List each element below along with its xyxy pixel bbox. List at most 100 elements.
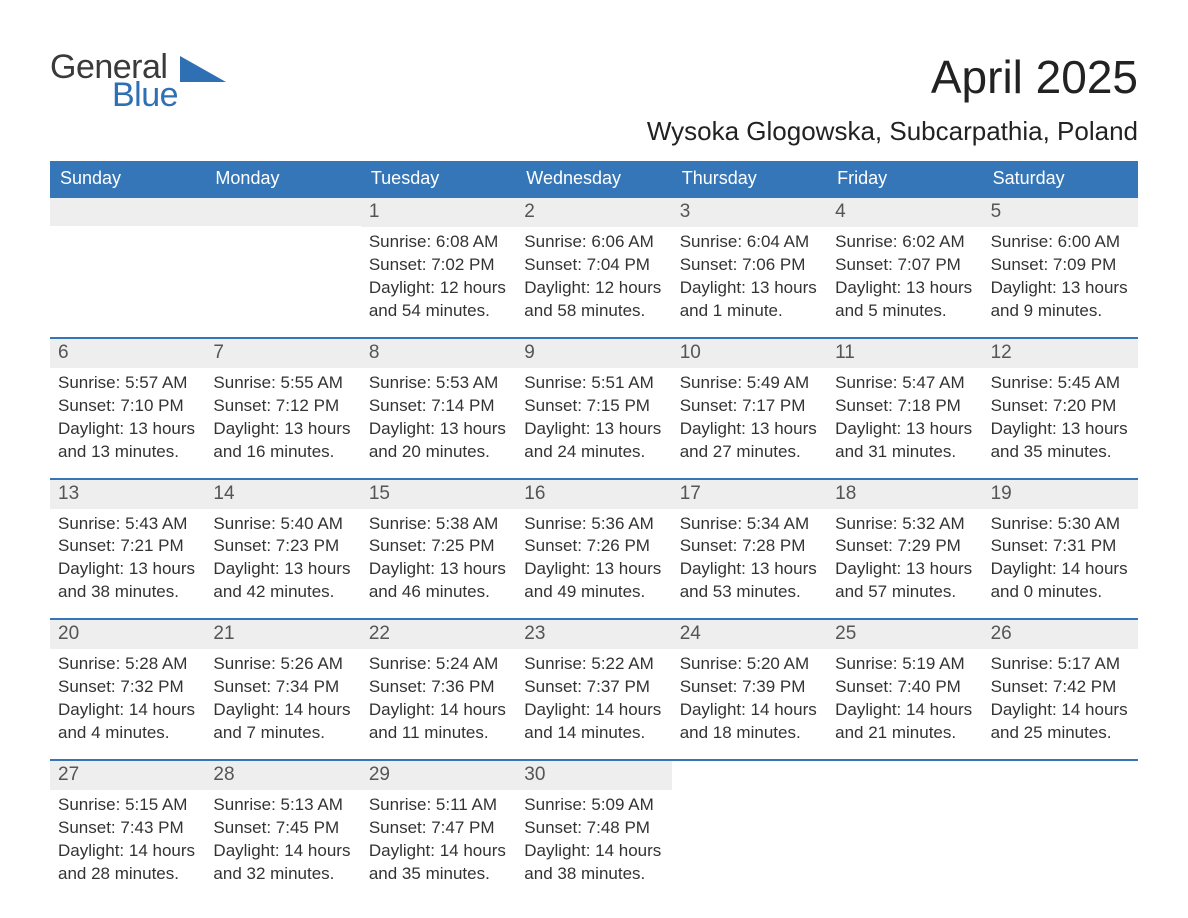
- day-info: Sunrise: 5:47 AMSunset: 7:18 PMDaylight:…: [827, 368, 982, 464]
- day-info: Sunrise: 6:08 AMSunset: 7:02 PMDaylight:…: [361, 227, 516, 323]
- day-number: 13: [50, 480, 205, 509]
- day-info-line: Sunrise: 6:06 AM: [524, 231, 663, 254]
- day-number: 12: [983, 339, 1138, 368]
- day-info: Sunrise: 5:36 AMSunset: 7:26 PMDaylight:…: [516, 509, 671, 605]
- day-info: Sunrise: 5:45 AMSunset: 7:20 PMDaylight:…: [983, 368, 1138, 464]
- day-info-line: Sunrise: 5:28 AM: [58, 653, 197, 676]
- calendar-cell: 11Sunrise: 5:47 AMSunset: 7:18 PMDayligh…: [827, 337, 982, 478]
- day-info-line: and 16 minutes.: [213, 441, 352, 464]
- day-info-line: Sunrise: 5:47 AM: [835, 372, 974, 395]
- calendar-cell: 13Sunrise: 5:43 AMSunset: 7:21 PMDayligh…: [50, 478, 205, 619]
- day-info-line: Sunset: 7:23 PM: [213, 535, 352, 558]
- day-info-line: Daylight: 14 hours: [524, 699, 663, 722]
- day-info-line: and 32 minutes.: [213, 863, 352, 886]
- day-info: Sunrise: 5:34 AMSunset: 7:28 PMDaylight:…: [672, 509, 827, 605]
- day-info-line: Daylight: 14 hours: [58, 840, 197, 863]
- day-header: Tuesday: [361, 161, 516, 196]
- calendar-cell: 17Sunrise: 5:34 AMSunset: 7:28 PMDayligh…: [672, 478, 827, 619]
- day-number: 29: [361, 761, 516, 790]
- day-info-line: and 57 minutes.: [835, 581, 974, 604]
- day-info-line: Sunrise: 5:11 AM: [369, 794, 508, 817]
- day-info-line: and 46 minutes.: [369, 581, 508, 604]
- day-info-line: Sunset: 7:26 PM: [524, 535, 663, 558]
- calendar-cell: 27Sunrise: 5:15 AMSunset: 7:43 PMDayligh…: [50, 759, 205, 900]
- day-info-line: Sunset: 7:20 PM: [991, 395, 1130, 418]
- day-info-line: Daylight: 14 hours: [991, 558, 1130, 581]
- day-number: 23: [516, 620, 671, 649]
- calendar-cell: 19Sunrise: 5:30 AMSunset: 7:31 PMDayligh…: [983, 478, 1138, 619]
- day-info-line: Sunrise: 5:32 AM: [835, 513, 974, 536]
- calendar-cell: 25Sunrise: 5:19 AMSunset: 7:40 PMDayligh…: [827, 618, 982, 759]
- calendar-cell: 24Sunrise: 5:20 AMSunset: 7:39 PMDayligh…: [672, 618, 827, 759]
- day-info: Sunrise: 5:53 AMSunset: 7:14 PMDaylight:…: [361, 368, 516, 464]
- day-info-line: Daylight: 14 hours: [213, 840, 352, 863]
- day-number: 25: [827, 620, 982, 649]
- day-number: 24: [672, 620, 827, 649]
- calendar-grid: SundayMondayTuesdayWednesdayThursdayFrid…: [50, 161, 1138, 900]
- day-info-line: and 53 minutes.: [680, 581, 819, 604]
- day-info: Sunrise: 5:38 AMSunset: 7:25 PMDaylight:…: [361, 509, 516, 605]
- day-number: 26: [983, 620, 1138, 649]
- day-info-line: Daylight: 14 hours: [524, 840, 663, 863]
- day-info-line: and 25 minutes.: [991, 722, 1130, 745]
- day-info: Sunrise: 5:20 AMSunset: 7:39 PMDaylight:…: [672, 649, 827, 745]
- day-info-line: Sunrise: 6:04 AM: [680, 231, 819, 254]
- day-header: Friday: [827, 161, 982, 196]
- day-number: [50, 198, 205, 226]
- day-info-line: and 35 minutes.: [369, 863, 508, 886]
- logo-word-blue: Blue: [112, 78, 178, 112]
- day-number: 10: [672, 339, 827, 368]
- day-info-line: and 49 minutes.: [524, 581, 663, 604]
- day-number: 27: [50, 761, 205, 790]
- day-info: Sunrise: 5:19 AMSunset: 7:40 PMDaylight:…: [827, 649, 982, 745]
- calendar-cell: 15Sunrise: 5:38 AMSunset: 7:25 PMDayligh…: [361, 478, 516, 619]
- calendar-cell: 4Sunrise: 6:02 AMSunset: 7:07 PMDaylight…: [827, 196, 982, 337]
- day-info-line: Sunset: 7:15 PM: [524, 395, 663, 418]
- day-info: Sunrise: 5:40 AMSunset: 7:23 PMDaylight:…: [205, 509, 360, 605]
- day-info-line: and 14 minutes.: [524, 722, 663, 745]
- day-info-line: Sunset: 7:09 PM: [991, 254, 1130, 277]
- day-number: [983, 761, 1138, 789]
- day-info-line: Sunrise: 5:17 AM: [991, 653, 1130, 676]
- day-info-line: Sunrise: 5:45 AM: [991, 372, 1130, 395]
- day-info-line: Daylight: 13 hours: [680, 418, 819, 441]
- day-number: [827, 761, 982, 789]
- day-info-line: Sunrise: 6:00 AM: [991, 231, 1130, 254]
- day-info-line: Sunrise: 6:08 AM: [369, 231, 508, 254]
- day-info-line: Sunset: 7:17 PM: [680, 395, 819, 418]
- header: General Blue April 2025: [50, 50, 1138, 112]
- day-info-line: Sunset: 7:45 PM: [213, 817, 352, 840]
- day-info-line: and 4 minutes.: [58, 722, 197, 745]
- location-label: Wysoka Glogowska, Subcarpathia, Poland: [50, 116, 1138, 147]
- day-info-line: and 42 minutes.: [213, 581, 352, 604]
- day-info-line: Sunrise: 5:51 AM: [524, 372, 663, 395]
- calendar-cell: 29Sunrise: 5:11 AMSunset: 7:47 PMDayligh…: [361, 759, 516, 900]
- calendar-cell: 20Sunrise: 5:28 AMSunset: 7:32 PMDayligh…: [50, 618, 205, 759]
- day-info-line: Sunrise: 5:30 AM: [991, 513, 1130, 536]
- day-info-line: Sunset: 7:07 PM: [835, 254, 974, 277]
- day-info-line: Sunset: 7:36 PM: [369, 676, 508, 699]
- logo-text: General Blue: [50, 50, 178, 112]
- day-number: 16: [516, 480, 671, 509]
- day-number: 8: [361, 339, 516, 368]
- day-number: 18: [827, 480, 982, 509]
- day-info-line: Sunset: 7:04 PM: [524, 254, 663, 277]
- day-header: Monday: [205, 161, 360, 196]
- day-info: Sunrise: 5:26 AMSunset: 7:34 PMDaylight:…: [205, 649, 360, 745]
- day-header: Thursday: [672, 161, 827, 196]
- day-info-line: Daylight: 13 hours: [524, 418, 663, 441]
- calendar-cell: 23Sunrise: 5:22 AMSunset: 7:37 PMDayligh…: [516, 618, 671, 759]
- day-number: 9: [516, 339, 671, 368]
- day-info-line: Daylight: 14 hours: [835, 699, 974, 722]
- calendar-cell: 22Sunrise: 5:24 AMSunset: 7:36 PMDayligh…: [361, 618, 516, 759]
- day-info: Sunrise: 5:13 AMSunset: 7:45 PMDaylight:…: [205, 790, 360, 886]
- day-info-line: Sunset: 7:14 PM: [369, 395, 508, 418]
- day-header: Wednesday: [516, 161, 671, 196]
- day-info-line: Sunrise: 5:22 AM: [524, 653, 663, 676]
- calendar-cell: 5Sunrise: 6:00 AMSunset: 7:09 PMDaylight…: [983, 196, 1138, 337]
- day-info: Sunrise: 5:30 AMSunset: 7:31 PMDaylight:…: [983, 509, 1138, 605]
- day-info-line: and 9 minutes.: [991, 300, 1130, 323]
- day-info-line: Sunrise: 5:13 AM: [213, 794, 352, 817]
- day-info-line: Sunset: 7:02 PM: [369, 254, 508, 277]
- day-info-line: and 24 minutes.: [524, 441, 663, 464]
